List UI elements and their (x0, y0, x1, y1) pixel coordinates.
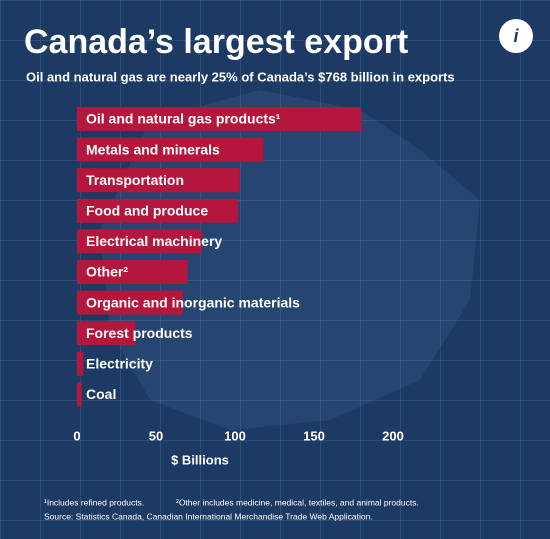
x-tick-label: 200 (382, 428, 404, 443)
bar (77, 321, 136, 346)
info-button[interactable]: i (513, 26, 519, 46)
source: Source: Statistics Canada, Canadian Inte… (44, 511, 373, 521)
x-tick-label: 0 (73, 428, 80, 443)
bar (77, 260, 188, 284)
category-label: Transportation (86, 172, 184, 188)
category-label: Electrical machinery (86, 233, 222, 249)
chart-title: Canada’s largest export (24, 23, 408, 61)
bar (77, 168, 240, 193)
bar (77, 290, 183, 315)
category-label: Other² (86, 264, 128, 280)
bar (77, 137, 264, 162)
category-label: Metals and minerals (86, 141, 220, 157)
category-label: Electricity (86, 356, 153, 372)
x-axis-label: $ Billions (171, 452, 229, 467)
category-label: Oil and natural gas products¹ (86, 111, 281, 127)
category-label: Coal (86, 386, 116, 402)
category-label: Food and produce (86, 203, 208, 219)
category-label: Forest products (86, 325, 193, 341)
chart-subtitle: Oil and natural gas are nearly 25% of Ca… (26, 69, 455, 84)
footnote: ¹Includes refined products. (44, 497, 144, 507)
bar (77, 107, 362, 131)
x-tick-label: 150 (303, 428, 325, 443)
bar (77, 198, 239, 223)
x-tick-label: 100 (224, 428, 246, 443)
info-button-circle[interactable] (499, 19, 533, 53)
bar (77, 382, 82, 407)
bar (77, 229, 202, 254)
category-label: Organic and inorganic materials (86, 294, 300, 310)
bar (77, 351, 84, 376)
footnote: ²Other includes medicine, medical, texti… (176, 497, 419, 507)
x-tick-label: 50 (149, 428, 163, 443)
